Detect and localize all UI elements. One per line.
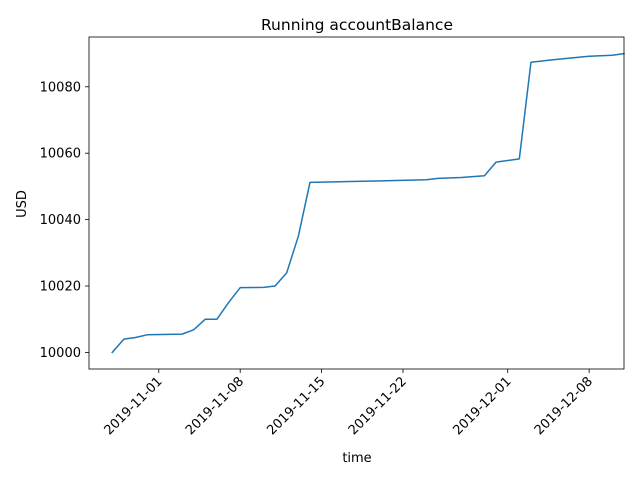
y-axis: 10000 10020 10040 10060 10080: [40, 80, 89, 361]
y-tick-label: 10020: [40, 280, 81, 295]
y-axis-title: USD: [15, 190, 30, 218]
y-tick-label: 10000: [40, 346, 81, 361]
series-line-0: [111, 52, 625, 354]
y-tick-label: 10080: [40, 80, 81, 95]
plot-area: [88, 36, 625, 370]
x-tick-label: 2019-12-01: [450, 374, 514, 438]
x-axis: 2019-11-01 2019-11-08 2019-11-15 2019-11-22…: [102, 369, 596, 438]
x-tick-label: 2019-11-08: [183, 374, 247, 438]
y-tick-label: 10040: [40, 213, 81, 228]
chart-title: Running accountBalance: [261, 16, 453, 34]
plot-frame: [88, 36, 625, 370]
y-tick-label: 10060: [40, 147, 81, 162]
x-tick-label: 2019-12-08: [532, 374, 596, 438]
x-tick-label: 2019-11-01: [102, 374, 166, 438]
x-tick-label: 2019-11-22: [346, 374, 410, 438]
x-axis-title: time: [342, 451, 371, 466]
x-tick-label: 2019-11-15: [264, 374, 328, 438]
